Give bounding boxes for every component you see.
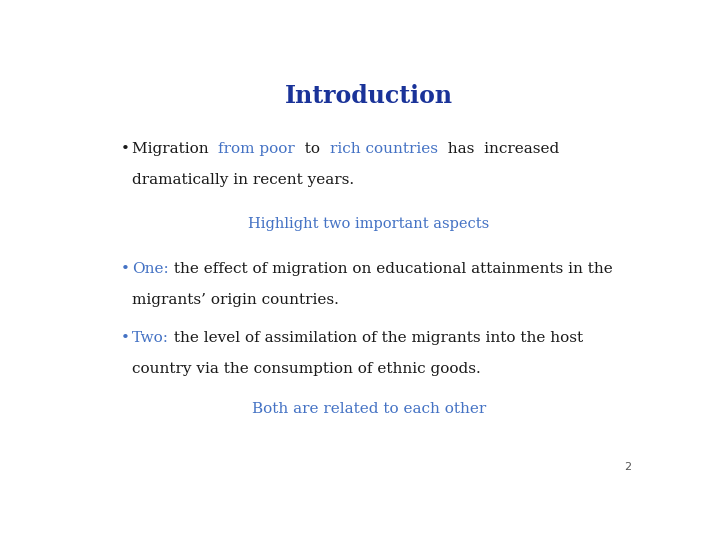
- Text: •: •: [121, 262, 130, 276]
- Text: the effect of migration on educational attainments in the: the effect of migration on educational a…: [168, 262, 612, 276]
- Text: Highlight two important aspects: Highlight two important aspects: [248, 217, 490, 231]
- Text: from poor: from poor: [218, 141, 295, 156]
- Text: •: •: [121, 141, 130, 156]
- Text: migrants’ origin countries.: migrants’ origin countries.: [132, 294, 338, 307]
- Text: Both are related to each other: Both are related to each other: [252, 402, 486, 416]
- Text: •: •: [121, 331, 130, 345]
- Text: dramatically in recent years.: dramatically in recent years.: [132, 173, 354, 187]
- Text: 2: 2: [624, 462, 631, 472]
- Text: to: to: [295, 141, 330, 156]
- Text: Introduction: Introduction: [285, 84, 453, 107]
- Text: rich countries: rich countries: [330, 141, 438, 156]
- Text: country via the consumption of ethnic goods.: country via the consumption of ethnic go…: [132, 362, 481, 376]
- Text: Two:: Two:: [132, 331, 169, 345]
- Text: Migration: Migration: [132, 141, 218, 156]
- Text: One:: One:: [132, 262, 168, 276]
- Text: the level of assimilation of the migrants into the host: the level of assimilation of the migrant…: [169, 331, 583, 345]
- Text: has  increased: has increased: [438, 141, 559, 156]
